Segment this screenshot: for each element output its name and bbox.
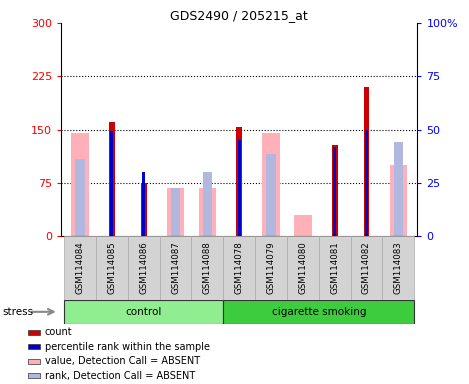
Bar	[142, 172, 145, 236]
Text: cigarette smoking: cigarette smoking	[272, 307, 366, 317]
Bar	[28, 344, 40, 349]
Text: GSM114079: GSM114079	[266, 242, 275, 294]
Text: GSM114078: GSM114078	[234, 242, 244, 294]
Bar	[191, 236, 223, 300]
Bar	[28, 359, 40, 364]
Bar	[236, 127, 242, 236]
Bar	[382, 236, 414, 300]
Bar	[203, 172, 212, 236]
Text: GSM114087: GSM114087	[171, 242, 180, 294]
Bar	[363, 87, 370, 236]
Bar	[390, 165, 407, 236]
Bar	[171, 188, 180, 236]
Text: GSM114088: GSM114088	[203, 242, 212, 294]
Text: GSM114082: GSM114082	[362, 242, 371, 294]
Bar	[28, 373, 40, 378]
Bar	[350, 236, 382, 300]
Text: rank, Detection Call = ABSENT: rank, Detection Call = ABSENT	[45, 371, 195, 381]
Bar	[64, 300, 223, 324]
Bar	[223, 236, 255, 300]
Bar	[159, 236, 191, 300]
Text: percentile rank within the sample: percentile rank within the sample	[45, 342, 210, 352]
Bar	[266, 154, 276, 236]
Bar	[28, 330, 40, 335]
Bar	[294, 215, 311, 236]
Bar	[76, 159, 85, 236]
Text: GSM114084: GSM114084	[76, 242, 84, 294]
Bar	[71, 133, 89, 236]
Bar	[96, 236, 128, 300]
Bar	[333, 147, 336, 236]
Bar	[223, 300, 414, 324]
Bar	[128, 236, 159, 300]
Bar	[198, 188, 216, 236]
Text: GSM114080: GSM114080	[298, 242, 307, 294]
Title: GDS2490 / 205215_at: GDS2490 / 205215_at	[170, 9, 308, 22]
Bar	[319, 236, 350, 300]
Bar	[64, 236, 96, 300]
Text: GSM114081: GSM114081	[330, 242, 339, 294]
Bar	[238, 140, 241, 236]
Bar	[393, 142, 403, 236]
Text: stress: stress	[2, 307, 33, 317]
Text: GSM114085: GSM114085	[107, 242, 116, 294]
Bar	[167, 188, 184, 236]
Text: control: control	[126, 307, 162, 317]
Bar	[141, 183, 147, 236]
Text: GSM114083: GSM114083	[394, 242, 403, 294]
Bar	[110, 131, 113, 236]
Bar	[287, 236, 319, 300]
Bar	[332, 145, 338, 236]
Bar	[255, 236, 287, 300]
Bar	[109, 122, 115, 236]
Text: GSM114086: GSM114086	[139, 242, 148, 294]
Text: value, Detection Call = ABSENT: value, Detection Call = ABSENT	[45, 356, 200, 366]
Bar	[365, 129, 368, 236]
Text: count: count	[45, 327, 72, 337]
Bar	[262, 133, 280, 236]
